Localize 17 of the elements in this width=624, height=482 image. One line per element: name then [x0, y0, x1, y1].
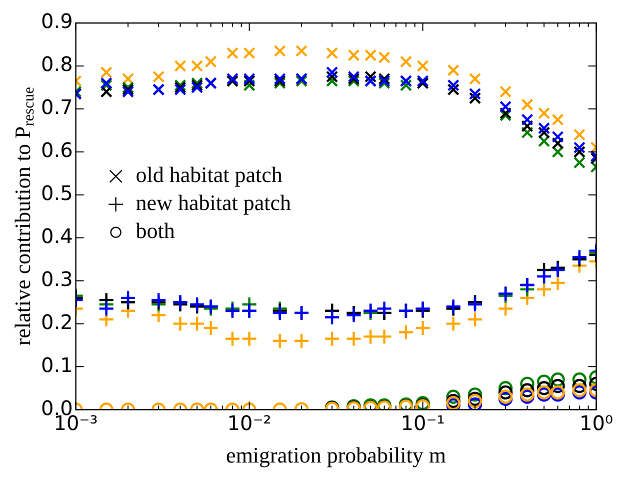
y-tick-label: 0.8: [40, 52, 73, 76]
y-tick-label: 0.6: [40, 138, 73, 162]
y-axis-title: relative contribution to Prescue: [10, 86, 38, 346]
x-tick-label: 10⁰: [580, 410, 613, 435]
x-tick-label: 10⁻²: [227, 410, 272, 435]
y-tick-label: 0.9: [40, 9, 73, 34]
legend-label: both: [136, 218, 175, 244]
x-tick-label: 10⁻¹: [400, 410, 445, 435]
y-tick-label: 0.4: [40, 224, 73, 248]
y-tick-label: 0.2: [40, 310, 73, 334]
x-axis-title: emigration probability m: [226, 442, 446, 468]
y-tick-label: 0.1: [40, 352, 73, 377]
y-tick-label: 0.5: [40, 181, 73, 206]
y-tick-label: 0.7: [40, 95, 73, 120]
legend-label: old habitat patch: [136, 162, 282, 188]
y-tick-label: 0.3: [40, 266, 73, 291]
legend-label: new habitat patch: [136, 190, 291, 216]
